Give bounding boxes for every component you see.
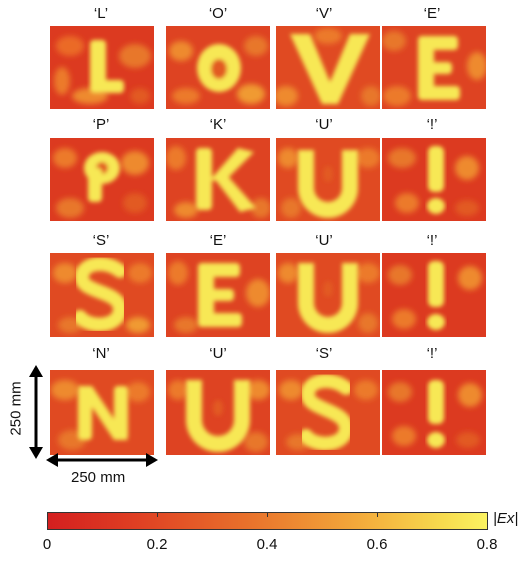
colorbar-tick-0.8 (487, 512, 488, 517)
field-map-U-row4 (166, 370, 270, 455)
vertical-dimension-arrow (29, 365, 43, 459)
field-map-L (50, 26, 154, 109)
label-r3-c2: ‘S’ (315, 345, 333, 362)
label-r3-c1: ‘U’ (209, 345, 227, 362)
field-map-U-row2 (276, 138, 380, 221)
colorbar-tick-0.2 (157, 512, 158, 517)
label-r1-c0: ‘P’ (92, 116, 110, 133)
field-map-V (276, 26, 380, 109)
field-map-exclaim-row2 (382, 138, 486, 221)
label-r2-c2: ‘U’ (315, 232, 333, 249)
colorbar-title: |Ex| (493, 510, 519, 527)
colorbar-label-0.2: 0.2 (146, 536, 168, 553)
label-r1-c3: ‘!’ (426, 116, 438, 133)
colorbar-tick-0 (47, 512, 48, 517)
label-r2-c0: ‘S’ (92, 232, 110, 249)
label-r3-c0: ‘N’ (92, 345, 110, 362)
field-map-U-row3 (276, 253, 380, 337)
field-map-E-row3 (166, 253, 270, 337)
colorbar-tick-0.6 (377, 512, 378, 517)
label-r2-c1: ‘E’ (209, 232, 227, 249)
label-r0-c1: ‘O’ (208, 5, 228, 22)
field-map-O (166, 26, 270, 109)
vertical-dimension-label: 250 mm (7, 381, 25, 436)
field-map-exclaim-row3 (382, 253, 486, 337)
horizontal-dimension-label: 250 mm (71, 469, 126, 486)
field-map-E (382, 26, 486, 109)
label-r0-c0: ‘L’ (93, 5, 109, 22)
horizontal-dimension-arrow (46, 453, 158, 467)
colorbar-tick-0.4 (267, 512, 268, 517)
label-r1-c1: ‘K’ (209, 116, 227, 133)
colorbar-label-0.4: 0.4 (256, 536, 278, 553)
label-r2-c3: ‘!’ (426, 232, 438, 249)
label-r3-c3: ‘!’ (426, 345, 438, 362)
colorbar-label-0: 0 (42, 536, 52, 553)
field-map-K (166, 138, 270, 221)
field-map-P (50, 138, 154, 221)
field-map-S (50, 253, 154, 337)
colorbar-label-0.8: 0.8 (476, 536, 498, 553)
field-map-S-row4 (276, 370, 380, 455)
label-r1-c2: ‘U’ (315, 116, 333, 133)
field-map-N (50, 370, 154, 455)
label-r0-c2: ‘V’ (315, 5, 333, 22)
colorbar-label-0.6: 0.6 (366, 536, 388, 553)
field-map-exclaim-row4 (382, 370, 486, 455)
label-r0-c3: ‘E’ (423, 5, 441, 22)
